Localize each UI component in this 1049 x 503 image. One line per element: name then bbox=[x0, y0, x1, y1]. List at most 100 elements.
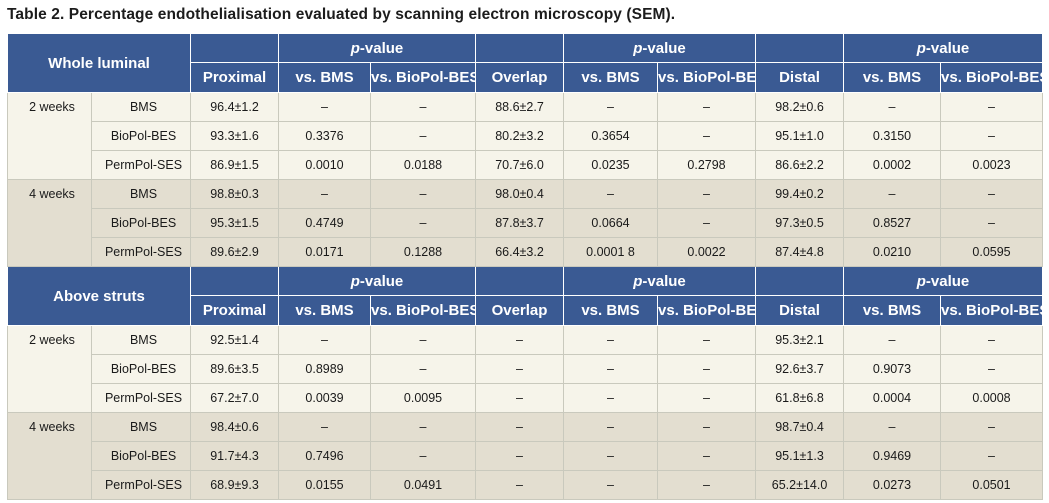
time-point-cell: 2 weeks bbox=[7, 325, 92, 413]
table-row: BioPol-BES 93.3±1.6 0.3376–80.2±3.2 0.3654–… bbox=[8, 121, 1044, 151]
pvalue-suffix: -value bbox=[642, 39, 686, 57]
device-cell: PermPol-SES bbox=[90, 470, 192, 500]
value-cell: 0.0664 bbox=[563, 208, 659, 238]
header-blank bbox=[755, 266, 845, 296]
value-cell: 0.8989 bbox=[278, 354, 372, 384]
value-cell: – bbox=[657, 92, 757, 122]
column-header: Distal bbox=[755, 295, 845, 326]
pvalue-group-header: p-value bbox=[563, 266, 757, 296]
value-cell: – bbox=[563, 354, 659, 384]
value-cell: 0.0491 bbox=[370, 470, 477, 500]
table-body: Whole luminal p-value p-value p-value Proxim… bbox=[6, 33, 1044, 500]
value-cell: 0.9469 bbox=[843, 441, 942, 471]
table-row: 2 weeks BMS 92.5±1.4– – – – –95.3±2.1– – bbox=[7, 325, 1044, 413]
value-cell: – bbox=[370, 208, 477, 238]
header-blank bbox=[190, 33, 280, 63]
device-cell: BioPol-BES bbox=[90, 121, 192, 151]
pvalue-group-header: p-value bbox=[843, 33, 1044, 63]
value-cell: 98.2±0.6 bbox=[755, 92, 845, 122]
value-cell: 89.6±3.5 bbox=[190, 354, 280, 384]
column-header: vs. BMS bbox=[843, 62, 942, 93]
value-cell: – bbox=[563, 325, 659, 355]
value-cell: 0.0595 bbox=[940, 237, 1044, 267]
value-cell: – bbox=[940, 179, 1044, 209]
value-cell: – bbox=[563, 412, 659, 442]
value-cell: – bbox=[940, 121, 1044, 151]
table-row: 4 weeks BMS 98.4±0.6– – – – –98.7±0.4– – bbox=[7, 412, 1044, 500]
time-point-cell: 4 weeks bbox=[7, 179, 92, 267]
section-header-row: Whole luminal p-value p-value p-value bbox=[6, 33, 1044, 93]
column-header: Proximal bbox=[190, 295, 280, 326]
device-cell: BMS bbox=[90, 325, 192, 355]
pvalue-prefix: p bbox=[916, 272, 926, 290]
value-cell: 68.9±9.3 bbox=[190, 470, 280, 500]
value-cell: – bbox=[370, 441, 477, 471]
value-cell: – bbox=[278, 92, 372, 122]
value-cell: 0.0210 bbox=[843, 237, 942, 267]
pvalue-prefix: p bbox=[633, 39, 643, 57]
value-cell: 93.3±1.6 bbox=[190, 121, 280, 151]
value-cell: – bbox=[657, 412, 757, 442]
header-blank bbox=[475, 266, 565, 296]
pvalue-suffix: -value bbox=[359, 272, 404, 290]
value-cell: 86.6±2.2 bbox=[755, 150, 845, 180]
value-cell: – bbox=[940, 92, 1044, 122]
value-cell: – bbox=[475, 354, 565, 384]
value-cell: 0.8527 bbox=[843, 208, 942, 238]
pvalue-prefix: p bbox=[350, 272, 360, 290]
time-point-cell: 4 weeks bbox=[7, 412, 92, 500]
value-cell: 98.8±0.3 bbox=[190, 179, 280, 209]
value-cell: – bbox=[475, 470, 565, 500]
pvalue-suffix: -value bbox=[925, 272, 970, 290]
value-cell: – bbox=[370, 325, 477, 355]
value-cell: 87.8±3.7 bbox=[475, 208, 565, 238]
device-cell: BioPol-BES bbox=[90, 208, 192, 238]
value-cell: 95.1±1.0 bbox=[755, 121, 845, 151]
value-cell: 0.0155 bbox=[278, 470, 372, 500]
column-header: Distal bbox=[755, 62, 845, 93]
value-cell: – bbox=[563, 470, 659, 500]
value-cell: – bbox=[940, 208, 1044, 238]
column-header: vs. BMS bbox=[563, 295, 659, 326]
value-cell: – bbox=[370, 354, 477, 384]
value-cell: 99.4±0.2 bbox=[755, 179, 845, 209]
value-cell: 0.3654 bbox=[563, 121, 659, 151]
value-cell: – bbox=[843, 325, 942, 355]
value-cell: – bbox=[475, 412, 565, 442]
value-cell: 0.0008 bbox=[940, 383, 1044, 413]
header-blank bbox=[475, 33, 565, 63]
pvalue-suffix: -value bbox=[359, 39, 404, 57]
value-cell: 0.0171 bbox=[278, 237, 372, 267]
value-cell: – bbox=[843, 412, 942, 442]
column-header-row: Proximal vs. BMS vs. BioPol-BES Overlap vs. … bbox=[8, 62, 1044, 93]
pvalue-prefix: p bbox=[350, 39, 360, 57]
device-cell: PermPol-SES bbox=[90, 383, 192, 413]
value-cell: 0.0001 8 bbox=[563, 237, 659, 267]
value-cell: 0.0004 bbox=[843, 383, 942, 413]
value-cell: – bbox=[940, 412, 1044, 442]
column-header: Proximal bbox=[190, 62, 280, 93]
value-cell: 98.0±0.4 bbox=[475, 179, 565, 209]
pvalue-group-header: p-value bbox=[563, 33, 757, 63]
column-header: vs. BMS bbox=[278, 62, 372, 93]
value-cell: 0.0010 bbox=[278, 150, 372, 180]
value-cell: 66.4±3.2 bbox=[475, 237, 565, 267]
value-cell: 0.0095 bbox=[370, 383, 477, 413]
value-cell: 95.1±1.3 bbox=[755, 441, 845, 471]
value-cell: – bbox=[370, 121, 477, 151]
column-header: Overlap bbox=[475, 295, 565, 326]
value-cell: – bbox=[940, 441, 1044, 471]
value-cell: 96.4±1.2 bbox=[190, 92, 280, 122]
value-cell: 89.6±2.9 bbox=[190, 237, 280, 267]
section-header-row: Above struts p-value p-value p-value bbox=[6, 266, 1044, 326]
value-cell: 98.7±0.4 bbox=[755, 412, 845, 442]
value-cell: 87.4±4.8 bbox=[755, 237, 845, 267]
column-header: vs. BioPol-BES bbox=[657, 295, 757, 326]
value-cell: – bbox=[563, 441, 659, 471]
value-cell: – bbox=[278, 325, 372, 355]
column-header: vs. BioPol-BES bbox=[657, 62, 757, 93]
value-cell: – bbox=[563, 179, 659, 209]
table-row: PermPol-SES 86.9±1.5 0.0010 0.0188 70.7±6.0 0… bbox=[8, 150, 1044, 180]
value-cell: – bbox=[370, 179, 477, 209]
pvalue-group-header: p-value bbox=[278, 33, 477, 63]
